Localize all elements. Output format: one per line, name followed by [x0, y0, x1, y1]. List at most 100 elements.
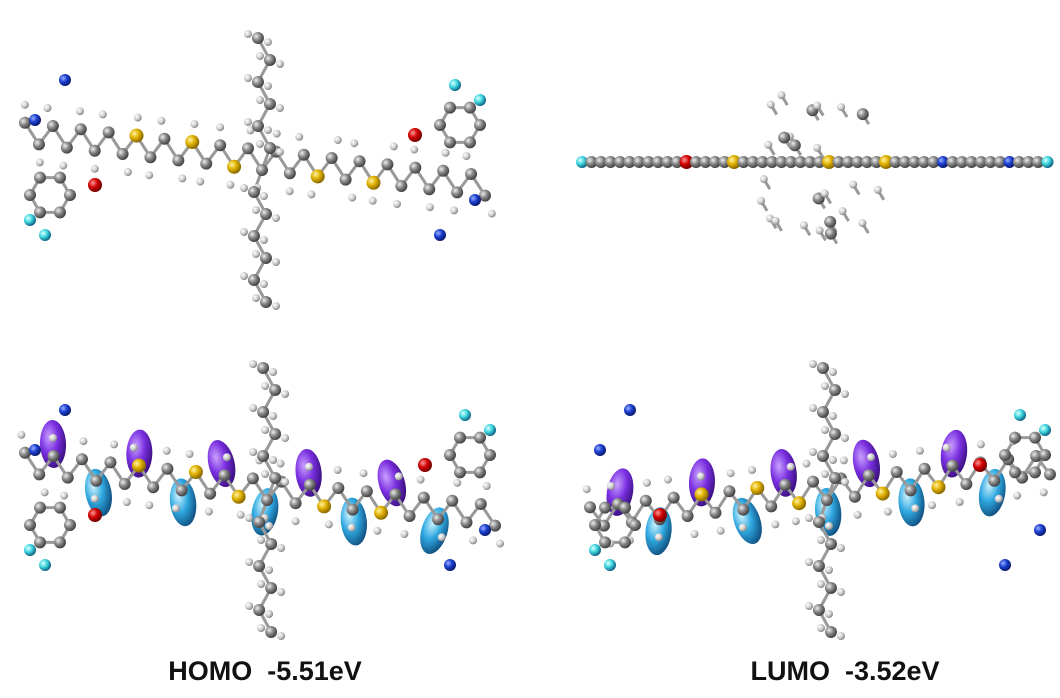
atom — [145, 171, 153, 179]
atom — [334, 466, 342, 474]
atom — [276, 104, 284, 112]
atom — [260, 192, 268, 200]
atom — [245, 602, 253, 610]
atom — [451, 186, 463, 198]
orbital-lobe — [849, 437, 884, 489]
atom — [757, 197, 765, 205]
atom — [325, 520, 333, 528]
atom — [943, 444, 951, 452]
atom — [200, 158, 212, 170]
atom — [158, 133, 170, 145]
atom — [464, 136, 476, 148]
atom — [59, 74, 71, 86]
atom — [444, 136, 456, 148]
atom — [261, 382, 269, 390]
atom — [446, 495, 458, 507]
atom — [269, 368, 277, 376]
atom — [479, 524, 491, 536]
atom — [432, 513, 444, 525]
atom — [161, 463, 173, 475]
atom — [144, 151, 156, 163]
atom — [123, 498, 131, 506]
atom — [273, 130, 281, 138]
atom — [805, 514, 813, 522]
atom — [809, 448, 817, 456]
atom — [837, 103, 845, 111]
atom — [326, 152, 338, 164]
atom — [841, 478, 849, 486]
atom — [264, 38, 272, 46]
atom — [62, 472, 74, 484]
atom — [946, 460, 958, 472]
atom — [802, 460, 810, 468]
atom — [1029, 432, 1041, 444]
atom — [89, 145, 101, 157]
atom — [417, 476, 425, 484]
atom — [837, 588, 845, 596]
atom — [849, 491, 861, 503]
atom — [256, 96, 264, 104]
atom — [469, 194, 481, 206]
atom — [999, 449, 1011, 461]
atom — [124, 168, 132, 176]
atom — [1013, 492, 1021, 500]
orbital-lobe — [975, 467, 1009, 519]
atom — [829, 412, 837, 420]
atom — [244, 74, 252, 82]
atom — [132, 459, 146, 473]
atom — [277, 588, 285, 596]
orbital-lobe — [203, 437, 240, 490]
atom — [821, 382, 829, 390]
atom — [237, 511, 245, 519]
atom — [813, 516, 825, 528]
atom — [816, 226, 824, 234]
atom — [817, 406, 829, 418]
atom — [825, 538, 837, 550]
atom — [264, 98, 276, 110]
atom — [261, 470, 269, 478]
atom — [29, 444, 41, 456]
atom — [765, 500, 777, 512]
atom — [444, 449, 456, 461]
atom — [737, 504, 749, 516]
atom — [39, 229, 51, 241]
atom — [841, 390, 849, 398]
atom — [103, 126, 115, 138]
atom — [88, 178, 102, 192]
atom — [157, 117, 165, 125]
atom — [24, 189, 36, 201]
atom — [257, 450, 269, 462]
atom — [59, 404, 71, 416]
atom — [347, 504, 359, 516]
atom — [307, 190, 315, 198]
atom — [619, 502, 631, 514]
atom — [465, 168, 477, 180]
atom — [260, 252, 272, 264]
lumo-caption: LUMO -3.52eV — [750, 656, 939, 686]
atom — [366, 176, 380, 190]
atom — [484, 449, 496, 461]
atom — [64, 519, 76, 531]
atom — [91, 495, 99, 503]
atom — [867, 453, 875, 461]
atom — [792, 517, 800, 525]
atom — [264, 126, 272, 134]
atom — [825, 228, 837, 240]
atom — [825, 610, 833, 618]
atom — [17, 431, 25, 439]
atom — [760, 175, 768, 183]
atom — [176, 484, 188, 496]
atom — [841, 434, 849, 442]
atom — [47, 450, 59, 462]
atom — [54, 502, 66, 514]
atom — [79, 437, 87, 445]
atom — [134, 114, 142, 122]
atom — [247, 472, 259, 484]
atom — [196, 178, 204, 186]
atom — [244, 30, 252, 38]
atom — [226, 181, 234, 189]
atom — [475, 498, 487, 510]
atom — [792, 496, 806, 510]
atom — [186, 450, 194, 458]
atom — [464, 102, 476, 114]
